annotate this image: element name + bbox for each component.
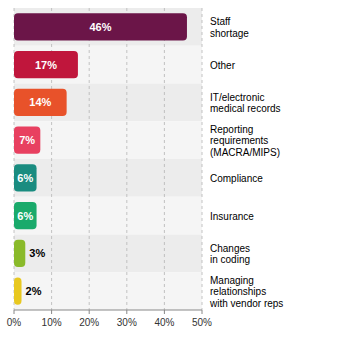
- data-label: 3%: [29, 247, 45, 259]
- data-label: 6%: [17, 210, 33, 222]
- category-label: Managingrelationshipswith vendor reps: [209, 274, 283, 308]
- data-label: 14%: [29, 96, 51, 108]
- category-label: Reportingrequirements(MACRA/MIPS): [210, 123, 280, 157]
- grid-line: [89, 8, 90, 310]
- x-axis: 0% 10% 20% 30% 40% 50%: [7, 310, 212, 328]
- grid-line: [164, 8, 165, 310]
- tick-mark: [164, 310, 165, 314]
- grid: [14, 8, 202, 310]
- tick-label: 30%: [117, 317, 137, 328]
- row-backgrounds: [14, 8, 202, 310]
- grid-line: [202, 8, 203, 310]
- tick-label: 0%: [7, 317, 22, 328]
- axis-line: [14, 310, 202, 311]
- bar: [14, 89, 67, 116]
- tick-mark: [89, 310, 90, 314]
- bar: [14, 13, 187, 40]
- tick-mark: [202, 310, 203, 314]
- bar: [14, 278, 22, 305]
- data-label: 6%: [17, 172, 33, 184]
- category-label: Insurance: [210, 210, 254, 221]
- tick-mark: [14, 310, 15, 314]
- tick-label: 40%: [154, 317, 174, 328]
- bars: [14, 13, 187, 304]
- tick-label: 10%: [42, 317, 62, 328]
- chart: 46% 17% 14% 7% 6% 6% 3% 2% 0% 10% 20% 30% 40% 50% Staf…: [0, 0, 350, 339]
- data-labels: 46% 17% 14% 7% 6% 6% 3% 2%: [17, 21, 111, 297]
- row-background: [14, 8, 202, 46]
- tick-mark: [51, 310, 52, 314]
- data-label: 17%: [35, 59, 57, 71]
- row-background: [14, 84, 202, 122]
- grid-line: [126, 8, 127, 310]
- row-background: [14, 197, 202, 235]
- row-background: [14, 272, 202, 310]
- data-label: 2%: [26, 285, 42, 297]
- bar: [14, 202, 37, 229]
- data-label: 46%: [89, 21, 111, 33]
- grid-line: [14, 8, 15, 310]
- bar: [14, 51, 78, 78]
- category-label: IT/electronicmedical records: [210, 91, 281, 114]
- row-background: [14, 235, 202, 273]
- row-background: [14, 46, 202, 84]
- row-background: [14, 121, 202, 159]
- bar: [14, 127, 40, 154]
- data-label: 7%: [19, 134, 35, 146]
- tick-label: 50%: [192, 317, 212, 328]
- category-label: Staffshortage: [210, 16, 249, 39]
- category-label: Compliance: [210, 172, 263, 183]
- row-background: [14, 159, 202, 197]
- bar: [14, 164, 37, 191]
- category-labels: Staffshortage Other IT/electronicmedical r…: [209, 16, 283, 309]
- category-label: Changesin coding: [210, 242, 250, 265]
- tick-mark: [126, 310, 127, 314]
- tick-label: 20%: [79, 317, 99, 328]
- bar: [14, 240, 25, 267]
- category-label: Other: [210, 59, 236, 70]
